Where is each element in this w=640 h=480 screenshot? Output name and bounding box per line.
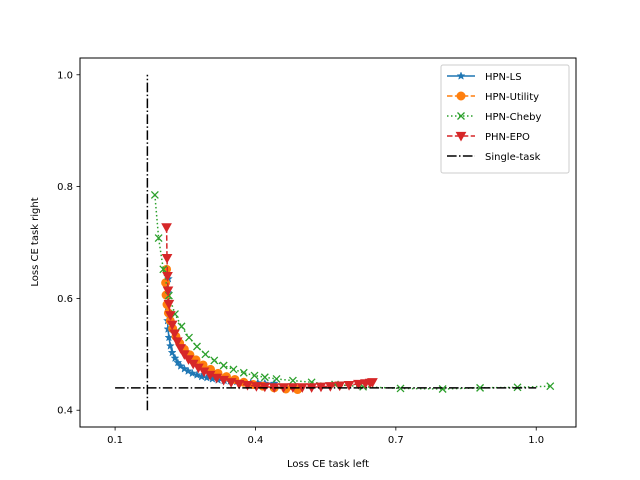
legend: HPN-LS HPN-Utility HPN-Cheby PHN-EPO Single-…	[440, 64, 570, 174]
legend-label-hpn-utility: HPN-Utility	[485, 92, 539, 103]
legend-label-hpn-cheby: HPN-Cheby	[485, 112, 541, 123]
data-point-phn-epo-29	[324, 382, 336, 392]
legend-marker-hpn-cheby	[457, 112, 465, 120]
legend-box	[440, 64, 570, 174]
data-point-phn-epo-32	[353, 379, 364, 390]
data-point-phn-epo-8	[171, 337, 183, 347]
y-tick-label: 0.8	[57, 182, 73, 193]
y-tick-label: 1.0	[57, 70, 73, 81]
data-point-phn-epo-1	[161, 254, 173, 264]
data-point-phn-epo-3	[162, 286, 174, 297]
data-point-hpn-cheby-1	[154, 234, 163, 242]
x-tick-label: 0.4	[248, 435, 264, 446]
data-point-phn-epo-19	[233, 379, 245, 390]
series-single-task	[115, 74, 537, 411]
legend-marker-hpn-ls	[456, 71, 466, 80]
y-axis-label: Loss CE task right	[30, 197, 41, 286]
data-point-phn-epo-7	[169, 329, 180, 340]
data-point-hpn-cheby-6	[185, 333, 193, 342]
data-point-phn-epo-21	[251, 382, 262, 392]
data-point-phn-epo-4	[163, 299, 175, 310]
data-point-phn-epo-6	[166, 320, 178, 331]
legend-label-phn-epo: PHN-EPO	[485, 132, 530, 143]
x-axis-label: Loss CE task left	[287, 459, 369, 470]
data-point-hpn-cheby-24	[546, 382, 555, 391]
data-point-hpn-cheby-16	[288, 376, 297, 385]
data-point-hpn-cheby-9	[210, 356, 219, 365]
data-point-hpn-cheby-8	[201, 350, 210, 359]
data-point-hpn-cheby-22	[476, 383, 485, 392]
data-point-hpn-cheby-0	[150, 191, 159, 199]
x-tick-label: 1.0	[528, 435, 544, 446]
y-axis-ticks: 0.4 0.6 0.8 1.0	[57, 70, 80, 417]
axes	[79, 57, 577, 428]
data-point-phn-epo-30	[334, 381, 346, 392]
data-point-hpn-cheby-20	[396, 384, 405, 393]
data-point-phn-epo-0	[161, 223, 172, 233]
legend-marker-phn-epo	[455, 131, 467, 142]
data-point-phn-epo-9	[175, 344, 186, 354]
data-point-hpn-ls-8	[170, 353, 180, 363]
data-point-hpn-cheby-12	[239, 368, 248, 377]
axes-frame	[79, 57, 577, 428]
data-point-hpn-cheby-2	[159, 265, 168, 274]
legend-marker-hpn-utility	[456, 91, 466, 101]
data-point-hpn-cheby-21	[438, 385, 447, 393]
data-point-hpn-ls-6	[165, 341, 175, 350]
x-axis-ticks: 0.1 0.4 0.7 1.0	[107, 427, 544, 446]
data-point-hpn-cheby-15	[272, 374, 281, 383]
data-point-hpn-cheby-7	[193, 342, 201, 351]
data-point-phn-epo-31	[343, 380, 355, 391]
y-tick-label: 0.4	[57, 406, 73, 417]
data-point-hpn-cheby-14	[260, 373, 269, 382]
data-point-hpn-cheby-5	[177, 322, 186, 331]
x-tick-label: 0.1	[107, 435, 123, 446]
x-tick-label: 0.7	[388, 435, 404, 446]
data-point-phn-epo-10	[178, 350, 190, 360]
legend-label-hpn-ls: HPN-LS	[485, 72, 522, 83]
legend-label-single-task: Single-task	[485, 152, 541, 163]
data-point-hpn-cheby-10	[219, 361, 228, 370]
data-point-hpn-ls-14	[192, 370, 202, 379]
y-tick-label: 0.6	[57, 294, 73, 305]
data-point-hpn-ls-7	[167, 347, 177, 357]
data-point-phn-epo-17	[218, 375, 230, 386]
plot-area	[115, 74, 555, 411]
data-point-hpn-cheby-13	[250, 371, 259, 380]
data-point-hpn-cheby-11	[229, 365, 238, 374]
data-point-phn-epo-35	[367, 378, 378, 388]
data-point-hpn-ls-12	[183, 366, 193, 375]
data-point-phn-epo-18	[225, 378, 237, 388]
data-point-phn-epo-20	[242, 380, 253, 391]
data-point-phn-epo-5	[164, 311, 176, 321]
data-point-phn-epo-2	[162, 271, 173, 282]
data-point-hpn-ls-13	[187, 368, 197, 378]
data-point-hpn-ls-9	[173, 357, 183, 367]
data-point-hpn-ls-11	[179, 364, 189, 373]
